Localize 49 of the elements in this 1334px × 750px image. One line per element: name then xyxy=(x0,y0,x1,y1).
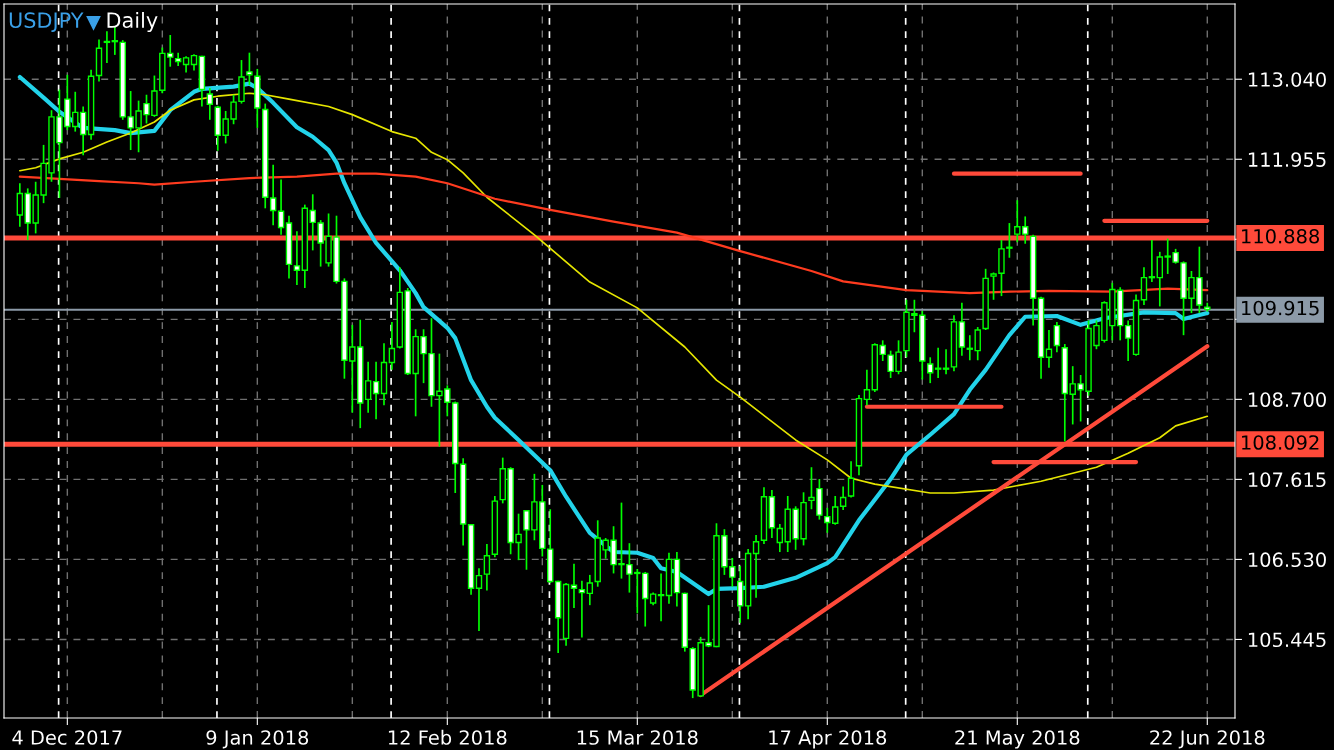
chart-subtitle: Daily xyxy=(107,11,158,33)
ref-line-label: 109.915 xyxy=(1242,300,1319,316)
y-tick-label: 113.040 xyxy=(1248,72,1326,87)
candlestick xyxy=(269,163,277,227)
y-tick-label: 105.445 xyxy=(1248,632,1326,648)
x-tick-label: 17 Apr 2018 xyxy=(769,730,887,749)
candlestick xyxy=(863,369,871,407)
candlestick xyxy=(1124,319,1132,362)
candlestick xyxy=(657,572,665,623)
x-tick-label: 9 Jan 2018 xyxy=(206,730,309,749)
candlestick xyxy=(206,87,214,121)
x-tick-label: 15 Mar 2018 xyxy=(577,730,698,745)
line-series xyxy=(17,74,1210,597)
y-tick-label: 106.530 xyxy=(1248,552,1326,568)
candlestick xyxy=(926,356,934,384)
ref-line-label: 110.888 xyxy=(1242,228,1319,244)
x-tick-label: 12 Feb 2018 xyxy=(388,729,507,745)
candlestick xyxy=(752,534,760,599)
candlestick xyxy=(578,579,586,639)
candlestick xyxy=(388,321,396,371)
candlestick xyxy=(475,567,483,632)
ref-line-label: 108.092 xyxy=(1242,435,1319,450)
candlestick xyxy=(934,346,942,379)
line-series xyxy=(18,172,1209,295)
candlestick xyxy=(1053,321,1061,353)
candlestick xyxy=(293,230,301,286)
candlestick xyxy=(839,485,847,511)
candlestick xyxy=(246,51,253,86)
candlestick xyxy=(372,360,380,421)
y-tick-label: 111.955 xyxy=(1248,152,1326,167)
x-tick-label: 22 Jun 2018 xyxy=(1150,730,1265,749)
candlestick xyxy=(16,182,24,228)
candlestick xyxy=(103,30,111,64)
candlestick xyxy=(1045,329,1053,369)
x-tick-label: 21 May 2018 xyxy=(955,730,1080,749)
candlestick xyxy=(1140,266,1148,306)
candlestick xyxy=(277,178,285,236)
candlestick xyxy=(364,360,372,414)
candlestick xyxy=(570,563,578,609)
x-tick-label: 4 Dec 2017 xyxy=(12,730,122,745)
candlestick xyxy=(79,105,87,157)
y-tick-label: 107.615 xyxy=(1248,472,1326,488)
candlestick xyxy=(847,460,855,499)
candlestick xyxy=(942,348,950,376)
y-tick-label: 108.700 xyxy=(1248,392,1326,408)
candlestick xyxy=(586,574,594,606)
candlestick xyxy=(1148,239,1156,283)
candlestick xyxy=(483,543,491,592)
chart-title: USDJPY xyxy=(9,12,84,32)
